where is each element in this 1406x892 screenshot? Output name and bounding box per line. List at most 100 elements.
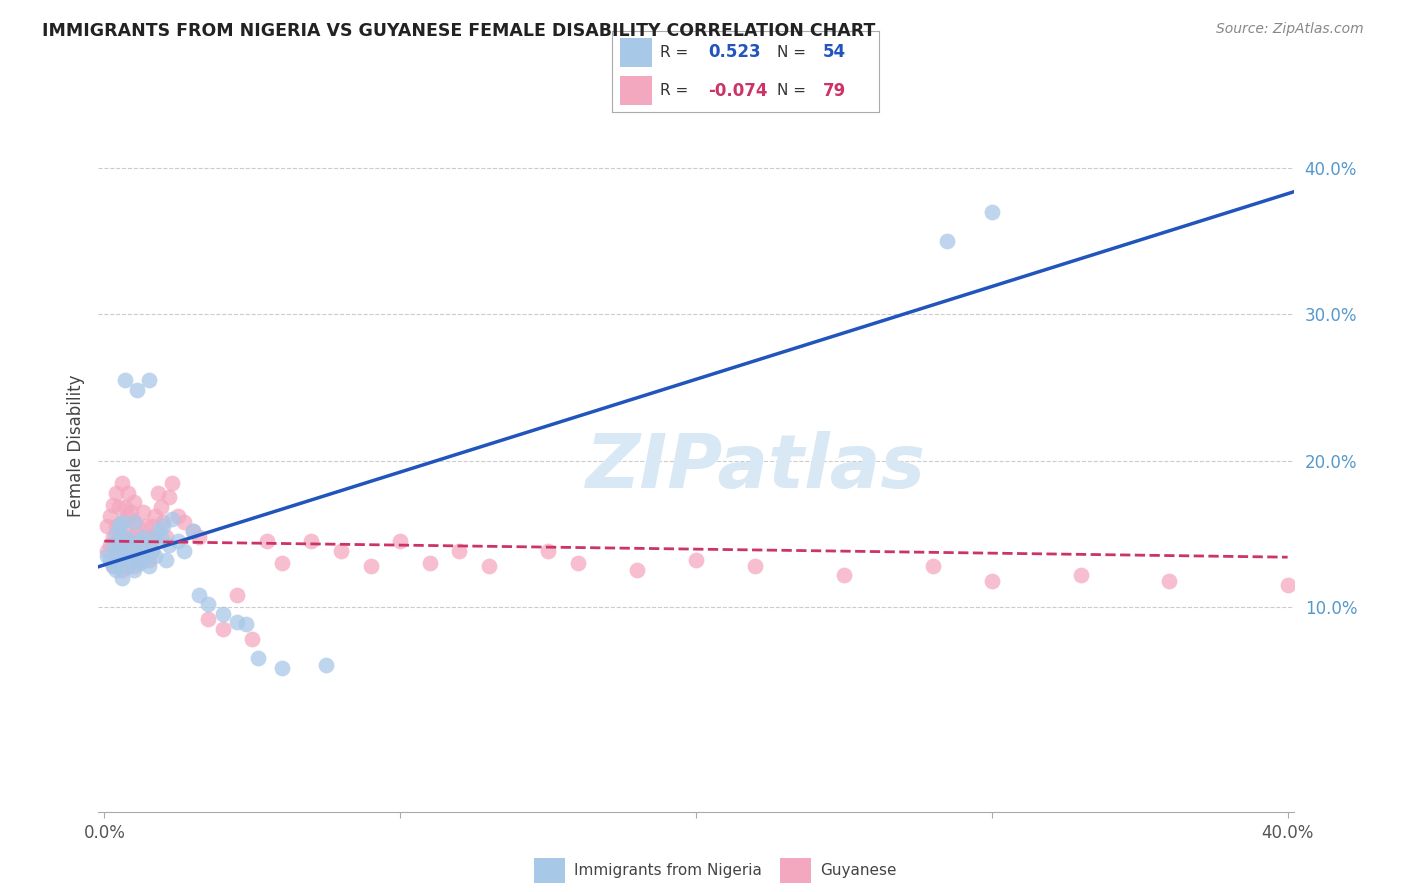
Bar [620, 76, 651, 105]
Point [103, 530, 125, 544]
Point [626, 563, 648, 577]
Text: 54: 54 [823, 43, 846, 61]
Point [537, 544, 560, 558]
Point [162, 512, 184, 526]
Point [132, 505, 155, 519]
Point [685, 553, 707, 567]
Point [143, 549, 166, 563]
Point [138, 373, 160, 387]
Point [98, 509, 121, 524]
Point [108, 519, 131, 533]
Point [125, 549, 148, 563]
Point [111, 563, 134, 577]
Point [143, 509, 166, 524]
Point [117, 558, 139, 573]
Point [226, 588, 249, 602]
Point [211, 622, 233, 636]
Point [141, 544, 163, 558]
Text: -0.074: -0.074 [707, 82, 768, 100]
Point [120, 553, 142, 567]
Point [103, 539, 125, 553]
Point [105, 519, 128, 533]
Point [226, 615, 249, 629]
Point [197, 597, 219, 611]
Point [120, 505, 142, 519]
Point [188, 588, 211, 602]
Point [105, 526, 128, 541]
Point [108, 556, 131, 570]
Point [111, 475, 134, 490]
Point [744, 558, 766, 573]
Point [188, 530, 211, 544]
Point [128, 556, 150, 570]
Point [146, 524, 169, 538]
Point [125, 549, 148, 563]
Point [98, 553, 121, 567]
Point [120, 530, 142, 544]
Point [167, 509, 190, 524]
Point [122, 539, 145, 553]
Point [138, 558, 160, 573]
Point [567, 556, 589, 570]
Text: Source: ZipAtlas.com: Source: ZipAtlas.com [1216, 22, 1364, 37]
Point [128, 534, 150, 549]
Point [114, 526, 136, 541]
Point [143, 530, 166, 544]
Point [141, 544, 163, 558]
Text: R =: R = [659, 83, 688, 98]
Point [103, 498, 125, 512]
Point [103, 558, 125, 573]
Point [108, 556, 131, 570]
Point [108, 530, 131, 544]
Point [936, 234, 959, 248]
Point [117, 534, 139, 549]
Point [197, 612, 219, 626]
Point [111, 515, 134, 529]
Point [330, 544, 353, 558]
Point [105, 563, 128, 577]
Point [135, 544, 157, 558]
Point [449, 544, 471, 558]
Point [152, 519, 174, 533]
Point [240, 632, 263, 646]
Text: Guyanese: Guyanese [820, 863, 896, 878]
Point [114, 549, 136, 563]
Point [1159, 574, 1181, 588]
Point [141, 519, 163, 533]
Point [103, 558, 125, 573]
Point [105, 485, 128, 500]
Point [122, 563, 145, 577]
Text: ZIPatlas: ZIPatlas [586, 432, 925, 505]
Point [146, 485, 169, 500]
Point [128, 530, 150, 544]
Text: IMMIGRANTS FROM NIGERIA VS GUYANESE FEMALE DISABILITY CORRELATION CHART: IMMIGRANTS FROM NIGERIA VS GUYANESE FEMA… [42, 22, 876, 40]
Point [270, 661, 292, 675]
Point [921, 558, 943, 573]
Point [141, 534, 163, 549]
Y-axis label: Female Disability: Female Disability [66, 375, 84, 517]
Point [173, 544, 195, 558]
Text: R =: R = [659, 45, 688, 60]
Point [122, 494, 145, 508]
Point [111, 571, 134, 585]
Point [114, 373, 136, 387]
Point [96, 544, 118, 558]
Point [125, 384, 148, 398]
Point [389, 534, 412, 549]
Point [135, 519, 157, 533]
Point [256, 534, 278, 549]
Point [117, 509, 139, 524]
Point [155, 553, 177, 567]
Point [122, 558, 145, 573]
Point [167, 534, 190, 549]
Point [419, 556, 441, 570]
Point [270, 556, 292, 570]
Text: N =: N = [778, 83, 806, 98]
Point [117, 544, 139, 558]
Point [132, 553, 155, 567]
Bar [620, 37, 651, 67]
Point [980, 205, 1002, 219]
Point [117, 558, 139, 573]
Point [122, 515, 145, 529]
Point [157, 539, 180, 553]
